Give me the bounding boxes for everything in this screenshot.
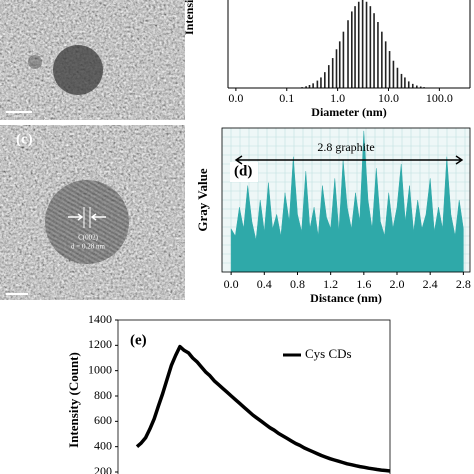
annotation: C(002): [78, 234, 99, 242]
panel-label: (e): [130, 332, 147, 348]
bar: [305, 86, 307, 88]
bar: [361, 0, 364, 88]
bar: [354, 6, 356, 88]
line: [135, 344, 391, 473]
y-tick-label: 1200: [88, 337, 112, 351]
annotation: 2.8 graphite: [317, 140, 374, 154]
bar: [308, 85, 311, 88]
y-tick-label: 200: [94, 464, 112, 474]
bar: [369, 6, 372, 88]
y-tick-label: 1400: [88, 312, 112, 326]
particle: [28, 55, 42, 69]
x-tick-label: 10.0: [378, 91, 399, 105]
bar: [400, 73, 403, 88]
x-tick-label: 2.8: [456, 277, 471, 291]
bar: [411, 83, 414, 88]
y-axis-label: Intensity (Count): [66, 352, 81, 448]
bar: [347, 20, 349, 89]
x-tick-label: 0.1: [279, 91, 294, 105]
arrows: [68, 213, 106, 221]
x-tick-label: 2.4: [423, 277, 438, 291]
bar: [342, 31, 345, 88]
x-tick-label: 0.0: [228, 91, 243, 105]
legend-label: Cys CDs: [305, 346, 352, 361]
bar: [312, 83, 314, 88]
bar: [365, 1, 368, 88]
bar: [338, 41, 341, 88]
panel-label: (d): [234, 163, 252, 179]
bar: [396, 67, 399, 88]
x-tick-label: 0.8: [290, 277, 305, 291]
bar: [316, 80, 319, 88]
bar: [388, 51, 391, 88]
panel-label: (c): [16, 131, 33, 147]
bar: [320, 77, 322, 88]
bar: [381, 31, 383, 88]
bar: [327, 65, 330, 88]
annotation-arrow: [234, 155, 464, 165]
x-tick-label: 2.0: [390, 277, 405, 291]
plot-frame: [117, 319, 391, 474]
y-axis-label: Intensity: [182, 0, 196, 35]
plot-frame: [221, 127, 471, 273]
bar: [377, 22, 379, 88]
x-tick-label: 1.6: [356, 277, 371, 291]
particle: [45, 180, 129, 264]
y-tick-label: 800: [94, 388, 112, 402]
tem-image: [0, 0, 185, 120]
hrtem-image: C(002) d = 0.28 nm (c): [0, 125, 185, 300]
y-tick-label: 1000: [88, 362, 112, 376]
y-tick-label: 600: [94, 413, 112, 427]
x-tick-label: 1.0: [330, 91, 345, 105]
particle: [53, 45, 103, 95]
x-axis-label: Diameter (nm): [311, 105, 386, 119]
bar: [404, 77, 406, 88]
x-tick-label: 0.4: [257, 277, 272, 291]
y-axis-label: Gray Value: [195, 168, 210, 231]
panel-label-bg: [230, 162, 258, 182]
bar: [407, 81, 410, 88]
bar: [335, 49, 338, 88]
x-axis-label: Distance (nm): [310, 291, 382, 305]
bar: [419, 86, 422, 88]
x-tick-label: 100.0: [426, 91, 453, 105]
bar: [373, 13, 375, 89]
x-tick-label: 0.0: [224, 277, 239, 291]
bar: [324, 72, 326, 88]
annotation: d = 0.28 nm: [71, 243, 105, 251]
area: [230, 130, 464, 273]
bar: [331, 58, 334, 88]
bar: [392, 60, 395, 88]
bar: [415, 85, 418, 88]
y-tick-label: 400: [94, 438, 112, 452]
bar: [357, 1, 360, 88]
bar: [384, 41, 387, 88]
bar: [351, 11, 353, 88]
x-tick-label: 1.2: [323, 277, 338, 291]
